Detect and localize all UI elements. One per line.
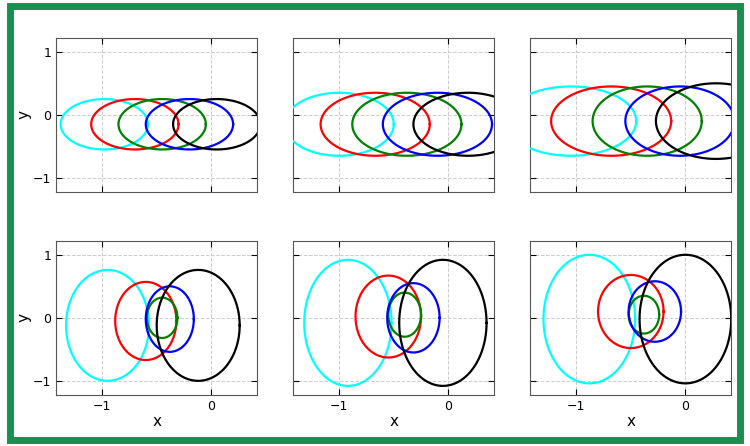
X-axis label: x: x [152, 414, 161, 429]
X-axis label: x: x [389, 414, 398, 429]
Y-axis label: y: y [16, 110, 32, 120]
Y-axis label: y: y [16, 313, 32, 322]
X-axis label: x: x [626, 414, 635, 429]
